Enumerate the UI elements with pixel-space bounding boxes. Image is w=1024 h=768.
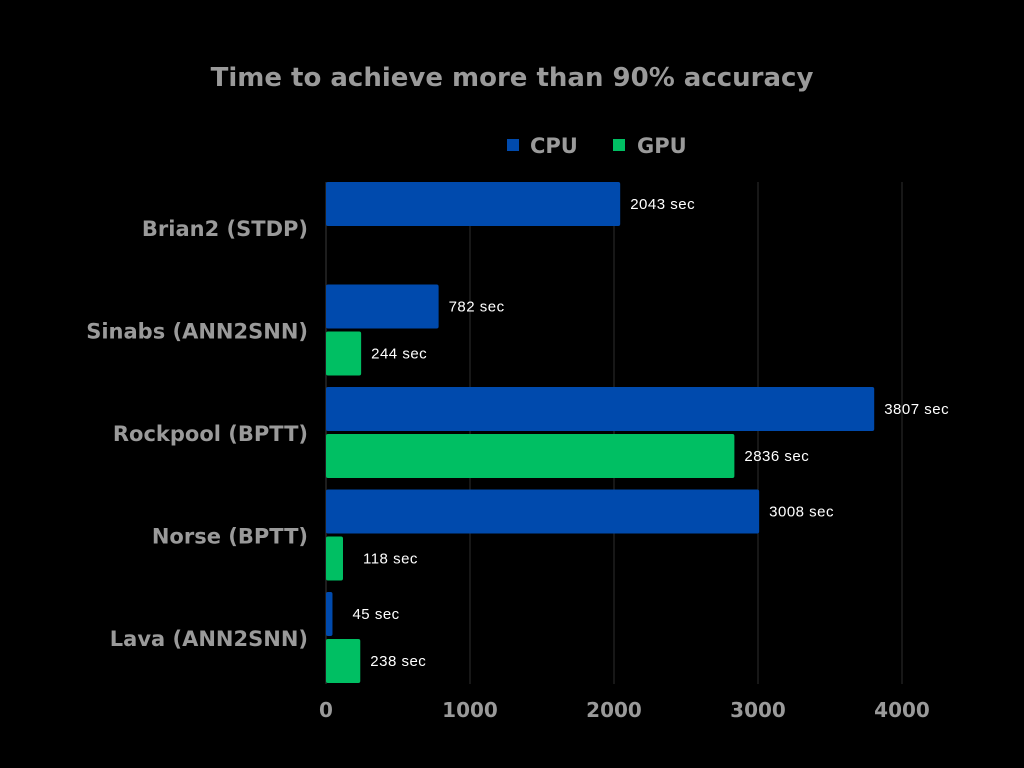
bars: 2043 sec 782 sec 244 sec 3807 sec 2836 sec 30… [326,182,949,683]
cpu-bar [326,489,760,534]
cpu-value-label: 3008 sec [769,504,834,521]
legend: CPU GPU [507,134,687,158]
gpu-legend-label: GPU [637,134,687,158]
x-tick-label: 1000 [442,698,498,722]
cpu-value-label: 45 sec [352,606,399,623]
gpu-value-label: 2836 sec [744,448,809,465]
cpu-value-label: 782 sec [449,299,505,316]
gridlines [325,182,903,684]
x-tick-label: 0 [319,698,333,722]
gpu-value-label: 118 sec [363,551,418,568]
category-label: Brian2 (STDP) [142,217,308,241]
x-tick-label: 2000 [586,698,642,722]
category-labels: Brian2 (STDP) Sinabs (ANN2SNN) Rockpool (B… [86,217,308,651]
cpu-value-label: 3807 sec [884,401,949,418]
cpu-bar [326,182,621,226]
x-axis-ticks: 0 1000 2000 3000 4000 [319,698,930,722]
gpu-legend-swatch [613,139,625,151]
gpu-bar [326,434,735,478]
cpu-bar [326,592,333,636]
gpu-value-label: 244 sec [371,346,427,363]
category-label: Lava (ANN2SNN) [110,627,308,651]
x-tick-label: 3000 [730,698,786,722]
cpu-legend-swatch [507,139,519,151]
gpu-bar [326,331,362,376]
category-label: Sinabs (ANN2SNN) [86,320,308,344]
gpu-bar [326,639,361,683]
gpu-bar [326,536,343,581]
category-label: Norse (BPTT) [152,525,308,549]
cpu-bar [326,387,875,431]
x-tick-label: 4000 [874,698,930,722]
cpu-legend-label: CPU [530,134,578,158]
chart-title: Time to achieve more than 90% accuracy [211,63,814,93]
cpu-value-label: 2043 sec [630,196,695,213]
category-label: Rockpool (BPTT) [113,422,308,446]
cpu-bar [326,284,439,329]
gpu-value-label: 238 sec [370,653,426,670]
